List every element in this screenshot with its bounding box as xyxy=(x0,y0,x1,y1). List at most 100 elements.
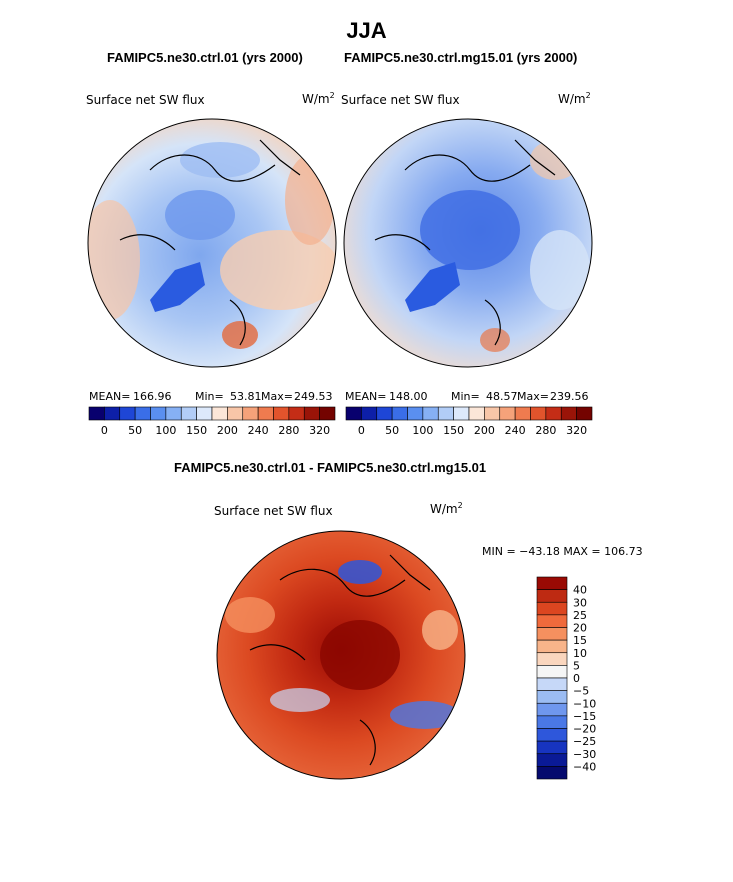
left-colorbar-tick-label: 50 xyxy=(128,424,142,437)
diff-units: W/m2 xyxy=(430,501,463,516)
diff-colorbar-swatch xyxy=(536,576,568,590)
right-case-title: FAMIPC5.ne30.ctrl.mg15.01 (yrs 2000) xyxy=(344,50,578,65)
diff-colorbar-swatch xyxy=(536,740,568,755)
right-units-base: W/m xyxy=(558,92,586,106)
diff-colorbar-swatch xyxy=(536,728,568,742)
right-colorbar-swatch xyxy=(422,406,439,421)
left-units: W/m2 xyxy=(302,91,335,106)
left-units-exp: 2 xyxy=(329,91,335,100)
right-min-label: Min= xyxy=(451,390,480,403)
left-colorbar-swatch xyxy=(104,406,121,421)
left-colorbar-tick-label: 0 xyxy=(101,424,108,437)
left-colorbar-swatch xyxy=(211,406,228,421)
left-stats: MEAN= 166.96 Min= 53.81 Max= 249.53 xyxy=(89,390,333,403)
diff-colorbar-swatch xyxy=(536,715,568,729)
diff-colorbar-swatch xyxy=(536,690,568,704)
diff-coastlines xyxy=(249,554,431,766)
left-colorbar-swatch xyxy=(242,406,259,421)
diff-colorbar-tick-label: 10 xyxy=(573,647,587,660)
right-colorbar-swatch xyxy=(345,406,362,421)
left-colorbar-swatch xyxy=(180,406,197,421)
left-colorbar-tick-label: 100 xyxy=(155,424,176,437)
diff-colorbar-swatch xyxy=(536,614,568,628)
diff-colorbar-tick-label: −5 xyxy=(573,685,589,698)
right-stats: MEAN= 148.00 Min= 48.57 Max= 239.56 xyxy=(345,390,589,403)
main-title: JJA xyxy=(346,18,387,43)
right-colorbar-swatch xyxy=(376,406,393,421)
left-colorbar-swatch xyxy=(288,406,305,421)
right-colorbar-swatch xyxy=(484,406,501,421)
left-colorbar-swatch xyxy=(273,406,290,421)
left-colorbar-tick-label: 150 xyxy=(186,424,207,437)
right-field-label: Surface net SW flux xyxy=(341,93,460,107)
diff-colorbar-tick-label: −40 xyxy=(573,760,596,773)
right-colorbar-swatch xyxy=(437,406,454,421)
left-colorbar-swatch xyxy=(165,406,182,421)
right-colorbar-swatch xyxy=(499,406,516,421)
diff-colorbar-tick-label: 0 xyxy=(573,672,580,685)
left-units-base: W/m xyxy=(302,92,330,106)
right-colorbar-tick-label: 240 xyxy=(505,424,526,437)
right-mean-label: MEAN= xyxy=(345,390,386,403)
right-polar-map xyxy=(343,118,593,368)
right-greenland-low xyxy=(405,262,460,312)
diff-colorbar-tick-label: −30 xyxy=(573,748,596,761)
left-colorbar-swatch xyxy=(227,406,244,421)
left-colorbar-swatch xyxy=(303,406,320,421)
diff-colorbar-swatch xyxy=(536,766,568,780)
right-colorbar-swatch xyxy=(560,406,577,421)
right-max-value: 239.56 xyxy=(550,390,589,403)
right-units-exp: 2 xyxy=(585,91,591,100)
right-colorbar-swatch xyxy=(453,406,470,421)
left-polar-map xyxy=(87,118,337,368)
diff-colorbar-tick-label: −20 xyxy=(573,723,596,736)
diff-polar-map xyxy=(216,530,466,780)
left-min-value: 53.81 xyxy=(230,390,262,403)
right-min-value: 48.57 xyxy=(486,390,518,403)
left-colorbar: 0 50 100 150 200 240 280 320 xyxy=(88,406,336,437)
left-colorbar-swatch xyxy=(119,406,136,421)
diff-colorbar-swatch xyxy=(536,753,568,767)
right-colorbar-swatch xyxy=(391,406,408,421)
left-colorbar-swatch xyxy=(257,406,274,421)
diff-colorbar-swatch xyxy=(536,652,568,666)
right-colorbar-tick-label: 50 xyxy=(385,424,399,437)
diff-units-exp: 2 xyxy=(457,501,463,510)
right-units: W/m2 xyxy=(558,91,591,106)
left-colorbar-tick-label: 320 xyxy=(309,424,330,437)
diff-colorbar-tick-label: −15 xyxy=(573,710,596,723)
right-max-label: Max= xyxy=(517,390,549,403)
left-colorbar-swatch xyxy=(196,406,213,421)
left-colorbar-swatch xyxy=(134,406,151,421)
diff-title: FAMIPC5.ne30.ctrl.01 - FAMIPC5.ne30.ctrl… xyxy=(174,460,487,475)
diff-colorbar-swatch xyxy=(536,601,568,616)
left-greenland-low xyxy=(150,262,205,312)
diff-colorbar-tick-label: 40 xyxy=(573,584,587,597)
left-colorbar-tick-label: 240 xyxy=(248,424,269,437)
left-case-title: FAMIPC5.ne30.ctrl.01 (yrs 2000) xyxy=(107,50,303,65)
right-colorbar-tick-label: 0 xyxy=(358,424,365,437)
diff-colorbar-swatch xyxy=(536,627,568,641)
left-colorbar-swatch xyxy=(319,406,336,421)
right-mean-value: 148.00 xyxy=(389,390,428,403)
diff-field-label: Surface net SW flux xyxy=(214,504,333,518)
right-colorbar-tick-label: 320 xyxy=(566,424,587,437)
left-field-label: Surface net SW flux xyxy=(86,93,205,107)
diff-colorbar-tick-label: 20 xyxy=(573,622,587,635)
diff-colorbar-tick-label: 30 xyxy=(573,596,587,609)
diff-colorbar-tick-label: 25 xyxy=(573,609,587,622)
diff-colorbar-swatch xyxy=(536,677,568,691)
right-colorbar-swatch xyxy=(514,406,531,421)
right-colorbar-tick-label: 200 xyxy=(474,424,495,437)
right-colorbar-tick-label: 150 xyxy=(443,424,464,437)
right-colorbar-swatch xyxy=(468,406,485,421)
right-colorbar-swatch xyxy=(361,406,378,421)
left-colorbar-swatch xyxy=(150,406,167,421)
right-colorbar-tick-label: 280 xyxy=(535,424,556,437)
diff-colorbar-tick-label: −10 xyxy=(573,697,596,710)
right-colorbar-swatch xyxy=(530,406,547,421)
diff-units-base: W/m xyxy=(430,502,458,516)
left-min-label: Min= xyxy=(195,390,224,403)
